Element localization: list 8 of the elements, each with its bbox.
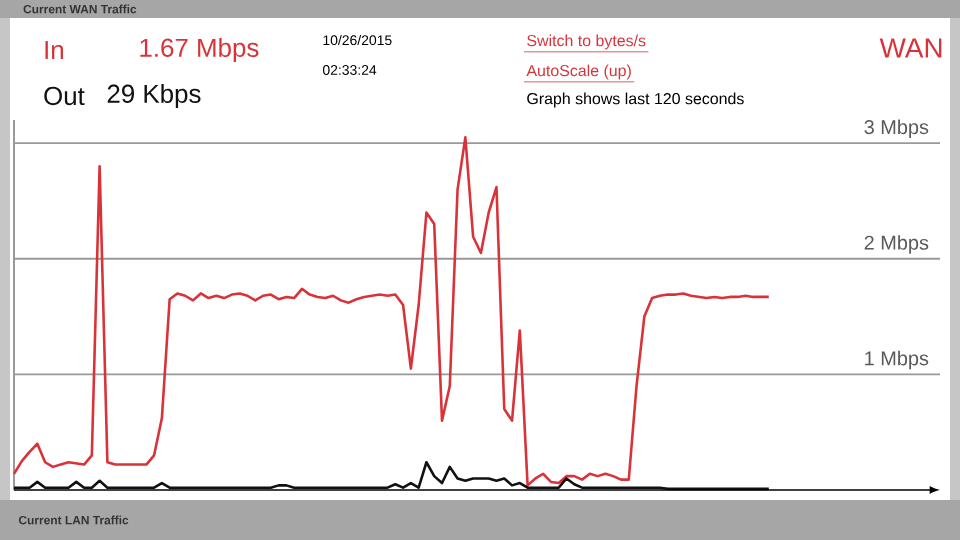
text: In	[45, 41, 63, 59]
text: 29 Kbps	[107, 83, 201, 109]
y-tick-label: 3 Mbps	[864, 119, 929, 139]
y-tick-label: 1 Mbps	[865, 350, 929, 370]
text: Out	[44, 86, 85, 106]
y-tick-label: 2 Mbps	[864, 235, 929, 254]
text: WAN	[879, 38, 942, 58]
text: 1.67 Mbps	[140, 37, 259, 63]
